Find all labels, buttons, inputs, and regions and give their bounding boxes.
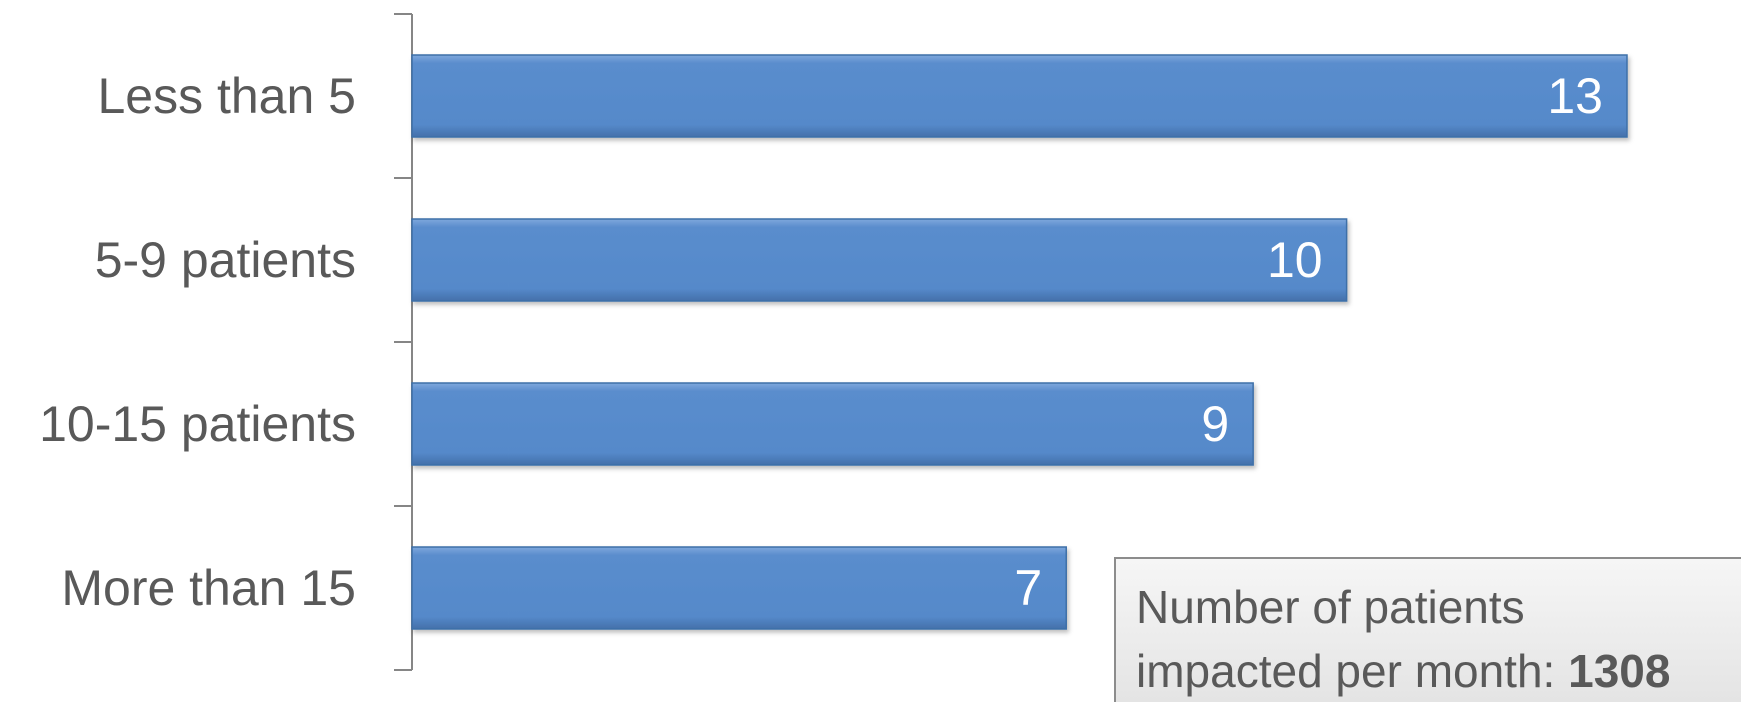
- bar-less-than-5: [411, 54, 1628, 138]
- category-axis: [394, 13, 413, 671]
- patients-impacted-note: Number of patients impacted per month: 1…: [1114, 557, 1741, 702]
- category-label: 5-9 patients: [95, 232, 356, 288]
- category-label: More than 15: [61, 560, 356, 616]
- bar-5-9-patients: [411, 218, 1348, 302]
- category-label: Less than 5: [97, 68, 356, 124]
- category-label: 10-15 patients: [39, 396, 356, 452]
- value-label: 10: [1267, 232, 1323, 288]
- note-line-2-prefix: impacted per month:: [1136, 645, 1569, 697]
- labels: Less than 5 13 5-9 patients 10 10-15 patient…: [39, 68, 1603, 616]
- bars: [411, 54, 1628, 630]
- note-line-2: impacted per month: 1308: [1136, 639, 1741, 702]
- bar-10-15-patients: [411, 382, 1254, 466]
- value-label: 9: [1201, 396, 1229, 452]
- note-line-1: Number of patients: [1136, 581, 1525, 633]
- value-label: 7: [1014, 560, 1042, 616]
- note-total-value: 1308: [1568, 645, 1671, 697]
- value-label: 13: [1547, 68, 1603, 124]
- bar-more-than-15: [411, 546, 1067, 630]
